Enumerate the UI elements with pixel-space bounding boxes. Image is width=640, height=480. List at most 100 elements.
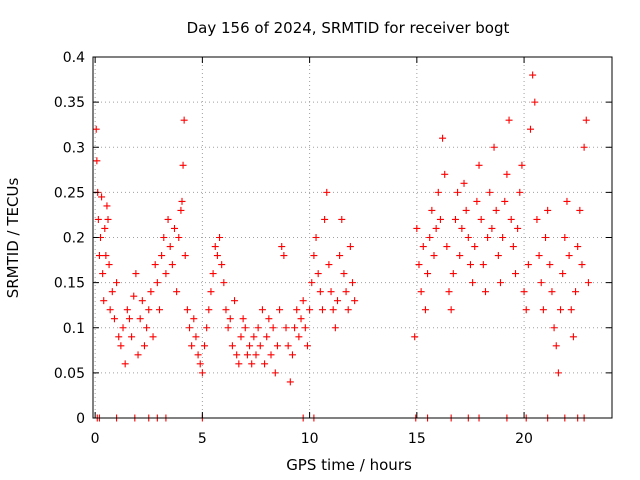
- data-point: [451, 215, 459, 223]
- data-point: [331, 324, 339, 332]
- data-point: [121, 360, 129, 368]
- data-point: [443, 243, 451, 251]
- data-point: [101, 224, 109, 232]
- data-point: [256, 342, 264, 350]
- data-point: [340, 270, 348, 278]
- data-point: [542, 234, 550, 241]
- data-point: [514, 224, 522, 232]
- data-point: [327, 288, 335, 296]
- data-point: [325, 261, 333, 269]
- data-point: [492, 206, 500, 214]
- axis-tick-labels: 0 0.05 0.1 0.15 0.2 0.25 0.3 0.35 0.4 0 5 10 15 20: [54, 50, 533, 447]
- data-point: [297, 315, 305, 323]
- data-point: [520, 288, 528, 296]
- data-point: [186, 324, 194, 332]
- data-point: [138, 297, 146, 305]
- data-point: [211, 243, 219, 251]
- data-point: [516, 188, 524, 196]
- data-point: [216, 234, 224, 241]
- data-point: [237, 333, 245, 341]
- data-point: [456, 252, 464, 260]
- data-point: [103, 202, 111, 210]
- data-point: [306, 306, 314, 314]
- y-axis-label: SRMTID / TECUs: [4, 178, 22, 299]
- data-point: [102, 252, 110, 260]
- data-point: [475, 161, 483, 169]
- data-point: [499, 234, 507, 241]
- data-point: [168, 261, 176, 269]
- data-point: [267, 351, 275, 359]
- data-point: [415, 261, 423, 269]
- data-point: [561, 234, 569, 241]
- data-point: [130, 292, 138, 300]
- data-point: [333, 297, 341, 305]
- data-point: [428, 206, 436, 214]
- data-point: [246, 342, 254, 350]
- data-point: [424, 270, 432, 278]
- y-tick-label: 0.15: [54, 276, 85, 292]
- data-point: [580, 143, 588, 151]
- data-point: [250, 333, 258, 341]
- data-point: [496, 279, 504, 287]
- data-point: [529, 71, 537, 79]
- data-point: [143, 324, 151, 332]
- data-point: [177, 206, 185, 214]
- data-point: [263, 333, 271, 341]
- data-point: [93, 157, 101, 165]
- x-tick-label: 0: [91, 431, 100, 447]
- data-point: [578, 261, 586, 269]
- data-point: [228, 342, 236, 350]
- data-point: [125, 315, 133, 323]
- y-tick-label: 0.1: [63, 321, 85, 337]
- data-point: [192, 333, 200, 341]
- data-point: [494, 252, 502, 260]
- data-point: [479, 261, 487, 269]
- data-point: [183, 306, 191, 314]
- data-point: [329, 306, 337, 314]
- data-point: [273, 342, 281, 350]
- data-point: [252, 351, 260, 359]
- data-point: [271, 369, 279, 377]
- data-point: [565, 252, 573, 260]
- data-point: [128, 333, 136, 341]
- data-point: [321, 215, 329, 223]
- data-point: [95, 252, 103, 260]
- data-point: [115, 333, 123, 341]
- data-point: [449, 270, 457, 278]
- data-point: [486, 188, 494, 196]
- data-point: [550, 324, 558, 332]
- data-point: [92, 125, 100, 133]
- data-point: [567, 306, 575, 314]
- data-point: [105, 261, 113, 269]
- y-tick-label: 0.4: [63, 50, 85, 66]
- grid-lines: [93, 57, 612, 418]
- data-point: [417, 288, 425, 296]
- data-point: [196, 360, 204, 368]
- data-point: [173, 288, 181, 296]
- y-tick-label: 0.3: [63, 140, 85, 156]
- data-point: [258, 306, 266, 314]
- data-point: [269, 324, 277, 332]
- data-point: [134, 351, 142, 359]
- data-point: [213, 252, 221, 260]
- data-point: [299, 297, 307, 305]
- data-point: [160, 234, 168, 241]
- data-point: [484, 234, 492, 241]
- data-point: [458, 224, 466, 232]
- data-point: [501, 197, 509, 205]
- data-point: [282, 324, 290, 332]
- data-point: [218, 261, 226, 269]
- data-point: [419, 243, 427, 251]
- data-point: [235, 360, 243, 368]
- x-tick-label: 15: [408, 431, 426, 447]
- data-point: [209, 270, 217, 278]
- data-point: [338, 215, 346, 223]
- data-point: [552, 342, 560, 350]
- data-point: [201, 342, 209, 350]
- data-point: [527, 125, 535, 133]
- data-point: [180, 116, 188, 124]
- data-point: [145, 306, 153, 314]
- data-point: [557, 306, 565, 314]
- data-point: [569, 333, 577, 341]
- data-point: [441, 170, 449, 178]
